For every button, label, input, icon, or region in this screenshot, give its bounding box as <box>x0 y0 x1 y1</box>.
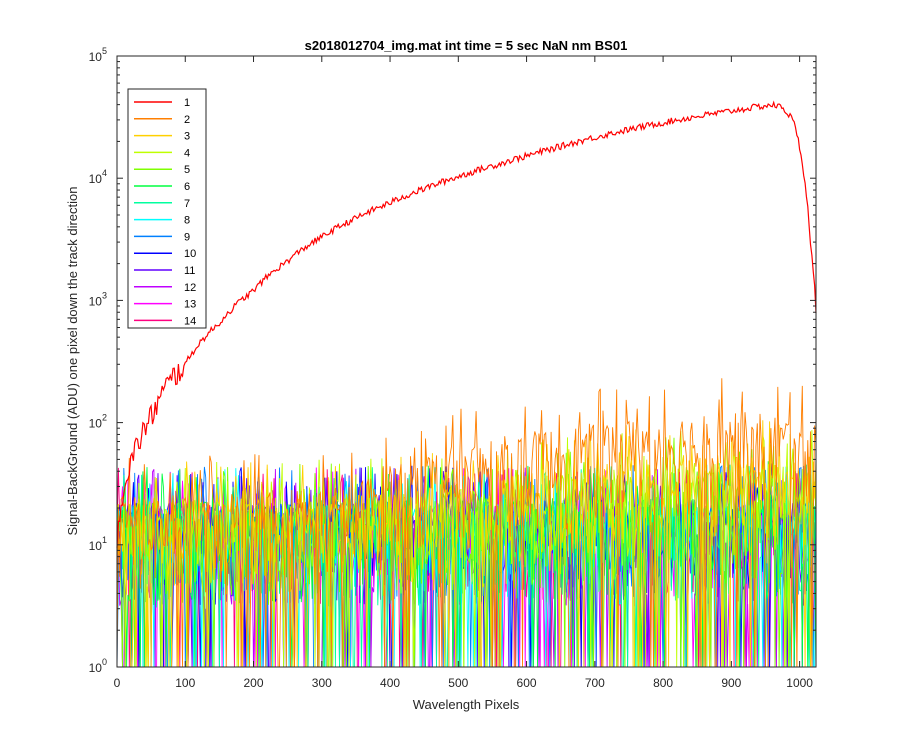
x-tick-label: 900 <box>721 676 741 690</box>
y-tick-base: 10 <box>89 417 103 431</box>
y-tick-base: 10 <box>89 539 103 553</box>
x-tick-label: 500 <box>448 676 468 690</box>
y-tick-base: 10 <box>89 50 103 64</box>
y-tick-exponent: 5 <box>102 46 107 56</box>
y-axis-label: Signal-BackGround (ADU) one pixel down t… <box>65 186 80 535</box>
y-tick-exponent: 4 <box>102 168 107 178</box>
y-tick-exponent: 0 <box>102 657 107 667</box>
y-tick-base: 10 <box>89 661 103 675</box>
x-axis-ticks: 0 100 200 300 400 500 600 700 800 900 1000 <box>114 56 813 690</box>
y-tick-exponent: 1 <box>102 535 107 545</box>
x-axis-label: Wavelength Pixels <box>413 697 520 712</box>
legend-label: 14 <box>184 315 196 327</box>
x-tick-label: 200 <box>244 676 264 690</box>
legend-label: 10 <box>184 248 196 260</box>
x-tick-label: 1000 <box>786 676 813 690</box>
y-tick-label: 105 <box>89 46 107 64</box>
x-tick-label: 300 <box>312 676 332 690</box>
y-tick-label: 101 <box>89 535 107 553</box>
x-tick-label: 100 <box>175 676 195 690</box>
series-layer <box>116 100 817 668</box>
x-tick-label: 700 <box>585 676 605 690</box>
series-line-2 <box>116 378 817 668</box>
series-line-3 <box>116 420 817 668</box>
legend-label: 4 <box>184 147 190 159</box>
legend-label: 7 <box>184 198 190 210</box>
y-tick-label: 104 <box>89 168 107 186</box>
x-tick-label: 800 <box>653 676 673 690</box>
legend-label: 2 <box>184 114 190 126</box>
series-line-1 <box>116 100 817 548</box>
legend-label: 12 <box>184 282 196 294</box>
y-tick-base: 10 <box>89 294 103 308</box>
legend-box <box>127 88 207 329</box>
x-tick-label: 400 <box>380 676 400 690</box>
chart-title: s2018012704_img.mat int time = 5 sec NaN… <box>305 38 628 53</box>
y-tick-label: 100 <box>89 657 107 675</box>
legend-label: 8 <box>184 215 190 227</box>
axes-box <box>116 55 817 668</box>
y-tick-exponent: 2 <box>102 413 107 423</box>
x-tick-label: 0 <box>114 676 121 690</box>
legend-label: 13 <box>184 299 196 311</box>
y-tick-base: 10 <box>89 172 103 186</box>
legend-label: 9 <box>184 231 190 243</box>
legend-label: 5 <box>184 164 190 176</box>
x-tick-label: 600 <box>517 676 537 690</box>
y-tick-label: 102 <box>89 413 107 431</box>
y-tick-exponent: 3 <box>102 290 107 300</box>
legend-label: 1 <box>184 97 190 109</box>
legend-label: 6 <box>184 181 190 193</box>
y-tick-label: 103 <box>89 290 107 308</box>
legend-label: 3 <box>184 131 190 143</box>
legend-label: 11 <box>184 265 195 277</box>
